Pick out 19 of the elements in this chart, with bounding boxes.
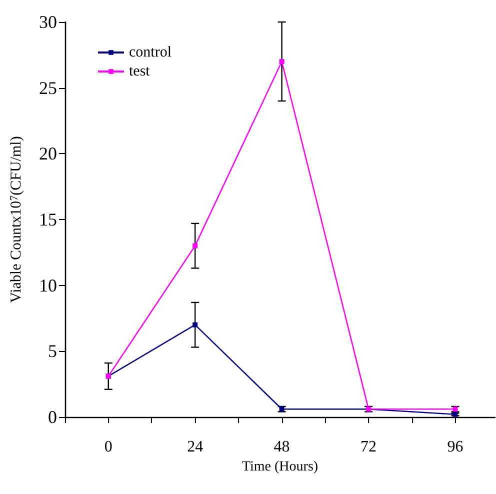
y-tick-label: 25 [39, 78, 57, 98]
x-axis-title: Time (Hours) [242, 459, 318, 474]
y-axis-title: Viable Countx107(CFU/ml) [8, 136, 25, 303]
legend-label: control [129, 44, 172, 60]
y-tick-label: 20 [39, 144, 57, 164]
y-tick-label: 15 [39, 210, 57, 230]
point [192, 243, 198, 248]
point [192, 322, 198, 328]
x-tick-label: 72 [360, 438, 377, 456]
x-tick-label: 24 [187, 438, 204, 456]
y-tick-label: 30 [39, 12, 57, 32]
point [279, 59, 284, 64]
x-tick-label: 0 [104, 438, 112, 456]
y-tick-label: 0 [48, 407, 57, 427]
y-tick-label: 5 [48, 341, 57, 362]
y-tick-label: 10 [39, 275, 57, 296]
x-tick-label: 48 [274, 438, 290, 456]
legend-label: test [129, 64, 151, 80]
x-tick-label: 96 [447, 438, 464, 456]
